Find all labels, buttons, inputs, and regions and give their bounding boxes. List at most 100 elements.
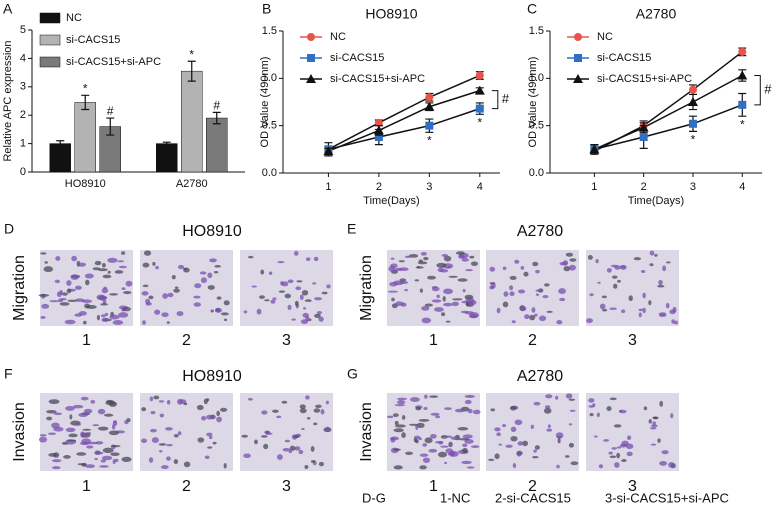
cell-blob [542, 295, 549, 299]
cell-blob [94, 457, 99, 461]
cell-blob [451, 301, 459, 307]
data-point [738, 47, 747, 56]
cell-blob [593, 435, 598, 438]
cell-blob [565, 393, 573, 399]
cell-blob [442, 296, 446, 302]
cell-blob [462, 288, 466, 293]
cell-blob [621, 309, 626, 314]
y-tick-label: 0.0 [529, 167, 544, 179]
cell-blob [556, 464, 560, 469]
cell-blob [68, 433, 78, 438]
cell-blob [398, 267, 409, 271]
cell-blob [117, 260, 125, 263]
cell-blob [318, 461, 325, 467]
cell-blob [216, 410, 221, 417]
cell-blob [514, 259, 520, 264]
cell-blob [212, 441, 217, 445]
cell-blob [83, 408, 93, 414]
row-label: Migration [358, 255, 375, 321]
cell-blob [394, 404, 406, 407]
cell-blob [519, 306, 527, 312]
bar [49, 143, 71, 173]
cell-blob [64, 319, 76, 325]
cell-blob [84, 273, 94, 279]
cell-blob [462, 447, 468, 454]
cell-blob [77, 262, 87, 267]
cell-blob [585, 318, 593, 324]
cell-blob [303, 307, 307, 310]
cell-blob [464, 399, 472, 405]
cell-blob [418, 419, 430, 422]
data-point [425, 93, 434, 102]
cell-blob [547, 424, 551, 428]
cell-blob [96, 314, 100, 321]
cell-blob [654, 253, 658, 257]
cell-blob [114, 458, 119, 463]
cell-blob [448, 441, 453, 448]
x-tick-label: 4 [477, 181, 483, 193]
micrograph [486, 393, 579, 471]
cell-blob [82, 428, 92, 431]
cell-blob [206, 432, 213, 437]
cell-blob [207, 285, 215, 290]
cell-blob [69, 414, 73, 420]
cell-blob [603, 439, 610, 442]
cell-blob [263, 443, 269, 450]
cell-blob [461, 460, 472, 465]
cell-blob [597, 281, 601, 284]
cell-blob [421, 306, 430, 311]
cell-blob [281, 400, 288, 404]
cell-blob [642, 307, 646, 314]
cell-blob [277, 261, 285, 264]
y-tick-label: 4 [20, 52, 26, 64]
cell-blob [70, 274, 79, 280]
cell-blob [670, 413, 674, 419]
cell-blob [556, 319, 563, 325]
cell-blob [435, 415, 441, 419]
cell-blob [43, 266, 54, 273]
cell-blob [650, 424, 658, 428]
cell-blob [565, 252, 574, 257]
cell-blob [152, 261, 156, 266]
cell-blob [570, 461, 579, 466]
cell-blob [166, 400, 171, 405]
cell-blob [611, 275, 618, 279]
cell-blob [462, 434, 473, 439]
cell-blob [100, 459, 107, 463]
cell-blob [445, 435, 452, 438]
cell-blob [53, 426, 64, 432]
cell-blob [122, 306, 131, 312]
bar [74, 102, 96, 173]
x-tick-label: 2 [641, 181, 647, 193]
cell-blob [518, 289, 526, 294]
cell-blob [104, 312, 109, 316]
cell-blob [200, 277, 207, 284]
cell-blob [448, 275, 459, 278]
cell-blob [428, 448, 438, 453]
cell-blob [502, 301, 509, 308]
cell-blob [468, 314, 479, 319]
cell-blob [447, 452, 453, 456]
cell-blob [201, 416, 207, 421]
cell-blob [538, 315, 547, 322]
cell-blob [419, 453, 429, 457]
cell-blob [207, 272, 213, 279]
cell-blob [617, 279, 621, 283]
cell-blob [210, 309, 214, 313]
cell-blob [393, 448, 401, 451]
cell-blob [611, 447, 617, 450]
cell-blob [457, 278, 468, 282]
cell-blob [100, 303, 109, 306]
cell-blob [488, 458, 495, 461]
cell-blob [141, 320, 147, 325]
cell-blob [208, 435, 213, 440]
y-tick-label: 0.0 [262, 167, 277, 179]
cell-blob [588, 405, 595, 408]
cell-blob [470, 445, 480, 448]
cell-blob [569, 258, 577, 262]
cell-blob [657, 438, 661, 443]
cell-blob [159, 413, 165, 418]
cell-blob [568, 398, 576, 401]
cell-blob [223, 318, 228, 321]
cell-blob [85, 432, 92, 435]
